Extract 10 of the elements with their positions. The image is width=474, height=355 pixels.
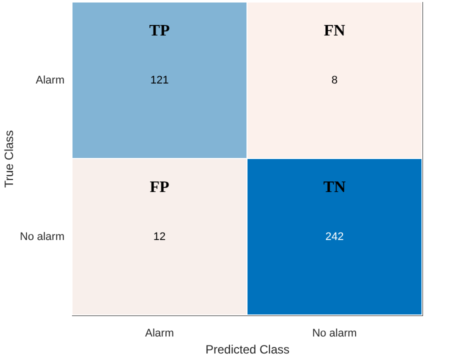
data-label: 121 [150, 74, 169, 86]
annotation: TP [149, 22, 170, 40]
annotation: FP [150, 178, 170, 196]
data-label: 8 [331, 74, 338, 86]
data-label: 12 [153, 230, 166, 243]
y-axis-title: True Class [2, 130, 16, 188]
data-label: 242 [325, 230, 344, 243]
annotation: TN [323, 178, 346, 196]
x-axis-title: Predicted Class [205, 342, 290, 355]
annotation: FN [324, 22, 346, 40]
